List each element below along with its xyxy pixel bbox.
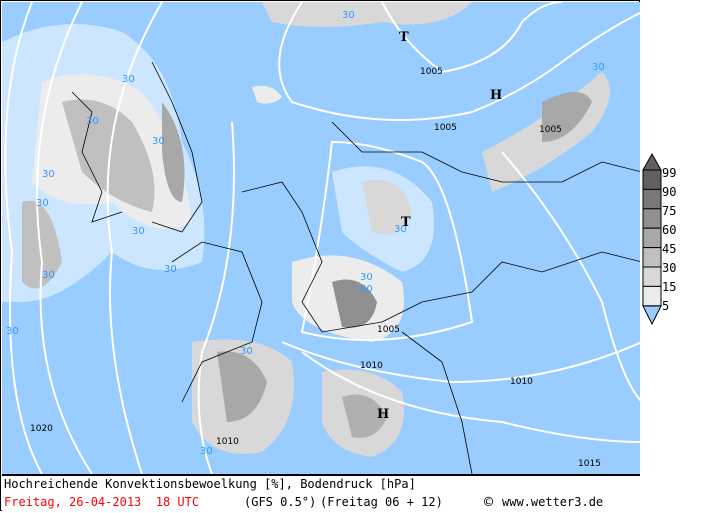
valid-time: Freitag, 26-04-2013 18 UTC <box>4 495 200 509</box>
pressure-centers: T H T H <box>377 30 502 422</box>
cloud-label: 30 <box>240 346 253 357</box>
isobar-label: 1020 <box>30 424 53 434</box>
cloud-label: 30 <box>6 326 19 337</box>
legend-label: 15 <box>662 280 677 294</box>
weather-map: 1005 1005 1005 1005 1010 1010 1010 1015 … <box>2 2 640 474</box>
legend-swatch <box>642 285 662 307</box>
isobar-label: 1005 <box>539 125 562 135</box>
cloud-label: 30 <box>42 169 55 180</box>
cloud-label: 30 <box>164 264 177 275</box>
cloud-labels: 30 30 30 30 30 30 30 30 30 30 30 30 30 6… <box>6 10 605 457</box>
map-footer: Hochreichende Konvektionsbewoelkung [%],… <box>2 474 640 513</box>
isobar-label: 1010 <box>510 377 533 387</box>
legend-label: 45 <box>662 242 677 256</box>
isobar-labels: 1005 1005 1005 1005 1010 1010 1010 1015 … <box>30 67 601 469</box>
legend-bottom-arrow <box>642 305 662 326</box>
legend-label: 90 <box>662 185 677 199</box>
legend-label: 75 <box>662 204 677 218</box>
legend-label: 60 <box>662 223 677 237</box>
isobar-label: 1010 <box>360 361 383 371</box>
legend-label: 99 <box>662 166 677 180</box>
copyright-icon: © <box>484 493 494 511</box>
legend-label: 5 <box>662 299 670 313</box>
legend-swatch <box>642 247 662 268</box>
borders <box>71 61 640 474</box>
high-pressure-center: H <box>377 407 389 422</box>
isobars <box>4 2 640 474</box>
legend-top-arrow <box>642 152 662 171</box>
isobar-label: 1005 <box>434 123 457 133</box>
map-frame: 1005 1005 1005 1005 1010 1010 1010 1015 … <box>0 0 640 513</box>
cloud-label: 30 <box>394 224 407 235</box>
low-pressure-center: T <box>401 215 411 230</box>
high-pressure-center: H <box>490 88 502 103</box>
cloud-label: 30 <box>152 136 165 147</box>
cloud-label: 30 <box>592 62 605 73</box>
cloud-label: 30 <box>360 272 373 283</box>
site-link[interactable]: www.wetter3.de <box>502 495 604 509</box>
legend-swatch <box>642 188 662 210</box>
legend-swatch <box>642 208 662 229</box>
map-title: Hochreichende Konvektionsbewoelkung [%],… <box>4 477 416 491</box>
cloud-cover-shading <box>2 2 610 457</box>
model-info: (GFS 0.5°) <box>244 495 317 509</box>
cloud-label: 60 <box>360 284 373 295</box>
legend-label: 30 <box>662 261 677 275</box>
legend-swatch <box>642 227 662 249</box>
isobar-label: 1005 <box>420 67 443 77</box>
cloud-label: 30 <box>36 198 49 209</box>
cloud-label: 30 <box>200 446 213 457</box>
cloud-label: 30 <box>42 270 55 281</box>
run-info: (Freitag 06 + 12) <box>320 495 443 509</box>
cloud-label: 30 <box>342 10 355 21</box>
cloud-label: 30 <box>132 226 145 237</box>
color-legend <box>642 152 662 326</box>
cloud-label: 30 <box>122 74 135 85</box>
cloud-label: 30 <box>86 116 99 127</box>
isobar-label: 1015 <box>578 459 601 469</box>
low-pressure-center: T <box>399 30 409 45</box>
legend-swatch <box>642 169 662 190</box>
legend-swatch <box>642 266 662 287</box>
isobar-label: 1005 <box>377 325 400 335</box>
isobar-label: 1010 <box>216 437 239 447</box>
